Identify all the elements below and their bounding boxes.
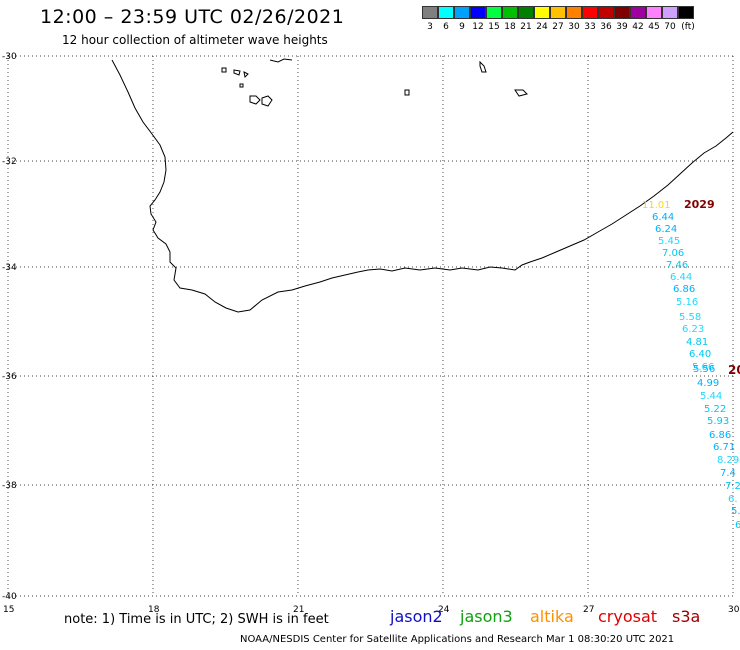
wave-height-reading: 6 (735, 520, 740, 531)
color-scale-label: 21 (520, 22, 532, 32)
wave-height-reading: 5. (731, 506, 740, 517)
wave-height-reading: 5.93 (707, 416, 729, 427)
color-scale-label: 24 (536, 22, 548, 32)
color-swatch (438, 6, 454, 19)
track-time-label: 20 (728, 363, 740, 377)
color-scale-label: 12 (472, 22, 484, 32)
color-scale-label: 6 (443, 22, 449, 32)
color-swatch (422, 6, 438, 19)
satellite-legend-item: cryosat (598, 607, 658, 626)
color-swatch (502, 6, 518, 19)
wave-height-reading: 6.44 (670, 272, 692, 283)
color-scale-label: 42 (632, 22, 644, 32)
wave-height-reading: 5.66 (692, 362, 714, 373)
longitude-label: 21 (293, 605, 304, 615)
color-scale-label: 30 (568, 22, 580, 32)
satellite-legend-item: jason3 (460, 607, 513, 626)
latitude-label: -40 (2, 592, 17, 602)
map-subtitle: 12 hour collection of altimeter wave hei… (62, 33, 328, 47)
credit-line: NOAA/NESDIS Center for Satellite Applica… (240, 634, 675, 645)
wave-height-reading: 6.86 (709, 430, 731, 441)
wave-height-reading: 7.46 (666, 260, 688, 271)
wave-height-reading: 5.44 (700, 391, 722, 402)
color-scale-label: (ft) (681, 22, 695, 32)
color-swatch (598, 6, 614, 19)
color-swatch (662, 6, 678, 19)
wave-height-color-scale (422, 6, 694, 19)
color-scale-label: 15 (488, 22, 500, 32)
color-scale-label: 45 (648, 22, 660, 32)
wave-height-reading: 5.22 (704, 404, 726, 415)
latitude-label: -32 (2, 157, 17, 167)
map-frame (8, 56, 733, 596)
satellite-legend-item: altika (530, 607, 574, 626)
color-scale-label: 3 (427, 22, 433, 32)
color-swatch (646, 6, 662, 19)
wave-height-reading: 5.16 (676, 297, 698, 308)
color-scale-label: 9 (459, 22, 465, 32)
wave-height-reading: 6.40 (689, 349, 711, 360)
color-swatch (470, 6, 486, 19)
latitude-label: -34 (2, 263, 17, 273)
latitude-label: -38 (2, 481, 17, 491)
color-swatch (486, 6, 502, 19)
track-time-label: 2029 (684, 198, 715, 211)
coastline (111, 59, 734, 313)
wave-height-reading: 6.71 (713, 442, 735, 453)
color-swatch (678, 6, 694, 19)
longitude-label: 24 (438, 605, 450, 615)
color-swatch (566, 6, 582, 19)
wave-height-reading: 7.4 (720, 468, 736, 479)
longitude-label: 30 (728, 605, 740, 615)
wave-height-reading: 7.06 (662, 248, 684, 259)
satellite-legend-item: jason2 (390, 607, 443, 626)
color-scale-labels: 3 6 9 12 15 18 21 24 27 30 33 36 39 42 45 70 (ft) (422, 22, 698, 32)
color-swatch (550, 6, 566, 19)
color-swatch (630, 6, 646, 19)
altimeter-track-readings: 11.012029206.446.245.457.067.466.446.865… (642, 198, 740, 531)
color-scale-label: 70 (664, 22, 676, 32)
color-swatch (518, 6, 534, 19)
color-scale-label: 33 (584, 22, 596, 32)
wave-height-reading: 11.01 (642, 200, 671, 211)
latitude-label: -36 (2, 372, 17, 382)
wave-height-reading: 5.56 (693, 364, 715, 375)
wave-height-reading: 4.99 (697, 378, 719, 389)
wave-height-reading: 6.86 (673, 284, 695, 295)
latitude-labels: -30 -32 -34 -36 -38 -40 (2, 52, 17, 602)
latitude-label: -30 (2, 52, 17, 62)
wave-height-reading: 6.44 (652, 212, 674, 223)
color-swatch (454, 6, 470, 19)
map-title: 12:00 – 23:59 UTC 02/26/2021 (40, 6, 345, 28)
color-swatch (534, 6, 550, 19)
wave-height-reading: 5.45 (658, 236, 680, 247)
footer-note: note: 1) Time is in UTC; 2) SWH is in fe… (64, 612, 329, 627)
color-scale-label: 18 (504, 22, 516, 32)
longitude-label: 27 (583, 605, 594, 615)
wave-height-reading: 7.2 (725, 481, 740, 492)
wave-height-reading: 5.58 (679, 312, 701, 323)
wave-height-reading: 4.81 (686, 337, 708, 348)
longitude-labels: 15 18 21 24 27 30 (3, 605, 740, 615)
wave-height-reading: 6.23 (682, 324, 704, 335)
color-swatch (614, 6, 630, 19)
color-swatch (582, 6, 598, 19)
color-scale-label: 36 (600, 22, 612, 32)
satellite-legend-item: s3a (672, 607, 701, 626)
wave-height-reading: 8.29 (717, 455, 739, 466)
lat-lon-grid (7, 55, 734, 597)
longitude-label: 18 (148, 605, 160, 615)
wave-height-reading: 6.24 (655, 224, 677, 235)
color-scale-label: 39 (616, 22, 628, 32)
wave-height-reading: 6. (728, 494, 738, 505)
color-scale-label: 27 (552, 22, 564, 32)
longitude-label: 15 (3, 605, 14, 615)
islands (221, 58, 528, 107)
